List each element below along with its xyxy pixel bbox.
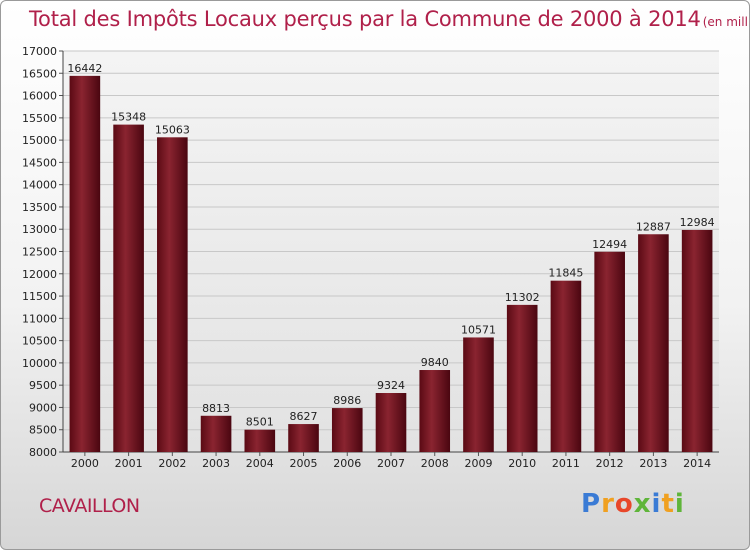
bar [463,337,494,452]
x-tick-label: 2009 [464,457,492,470]
data-label: 11845 [548,267,583,280]
y-tick-label: 11500 [22,290,57,303]
x-tick-label: 2007 [377,457,405,470]
logo-letter: i [651,489,662,519]
y-tick-label: 10000 [22,357,57,370]
data-label: 12984 [680,216,715,229]
x-tick-label: 2014 [683,457,711,470]
x-tick-label: 2012 [596,457,624,470]
bar [200,415,232,452]
y-tick-label: 11000 [22,312,57,325]
y-tick-label: 15500 [22,112,57,125]
data-label: 10571 [461,323,496,336]
logo-letter: r [601,489,615,519]
data-label: 9324 [377,379,405,392]
logo-letter: i [674,489,685,519]
bar [681,229,713,452]
bar [550,280,582,452]
y-tick-label: 8000 [29,446,57,459]
y-tick-label: 8500 [29,424,57,437]
plot-area: 8000 8500 9000 9500 10000 10500 11000 11500 1200… [22,45,719,470]
chart-title-block: Total des Impôts Locaux perçus par la Co… [29,7,749,31]
data-label: 11302 [505,291,540,304]
data-label: 8501 [246,416,274,429]
y-tick-label: 12000 [22,268,57,281]
y-tick-label: 15000 [22,134,57,147]
bar [288,424,319,452]
x-tick-label: 2001 [115,457,143,470]
data-label: 16442 [67,62,102,75]
y-tick-label: 16000 [22,90,57,103]
chart-unit-label: (en milliers d'€) [702,15,749,29]
logo-letter: x [633,489,652,519]
bar [375,393,407,452]
x-tick-label: 2013 [639,457,667,470]
bar [69,75,101,452]
chart-title: Total des Impôts Locaux perçus par la Co… [29,7,701,31]
bar [157,137,188,452]
data-label: 8627 [290,410,318,423]
bar [419,370,451,452]
x-tick-label: 2008 [421,457,449,470]
x-tick-label: 2000 [71,457,99,470]
city-name: CAVAILLON [39,495,140,517]
x-tick-label: 2005 [290,457,318,470]
x-tick-label: 2002 [158,457,186,470]
bar [638,234,669,452]
x-tick-label: 2003 [202,457,230,470]
y-tick-label: 13000 [22,223,57,236]
bar [331,408,363,452]
x-tick-label: 2006 [333,457,361,470]
x-tick-label: 2011 [552,457,580,470]
y-tick-label: 14000 [22,179,57,192]
bar [113,124,144,452]
x-tick-label: 2010 [508,457,536,470]
y-tick-label: 13500 [22,201,57,214]
logo-letter: o [614,489,634,519]
data-label: 8986 [333,394,361,407]
data-label: 8813 [202,402,230,415]
data-label: 9840 [421,356,449,369]
y-tick-label: 14500 [22,156,57,169]
logo-letter: P [581,489,602,519]
y-tick-label: 12500 [22,246,57,259]
data-label: 12887 [636,220,671,233]
bar [594,251,625,452]
logo-letter: t [661,489,675,519]
bar [506,304,538,452]
data-label: 15063 [155,123,190,136]
bar [244,429,276,452]
y-tick-label: 10500 [22,335,57,348]
proxiti-logo[interactable]: Proxiti [581,489,685,519]
y-tick-label: 16500 [22,67,57,80]
data-label: 15348 [111,111,146,124]
x-tick-label: 2004 [246,457,274,470]
data-label: 12494 [592,238,627,251]
y-tick-label: 17000 [22,45,57,58]
y-tick-label: 9000 [29,401,57,414]
y-tick-label: 9500 [29,379,57,392]
